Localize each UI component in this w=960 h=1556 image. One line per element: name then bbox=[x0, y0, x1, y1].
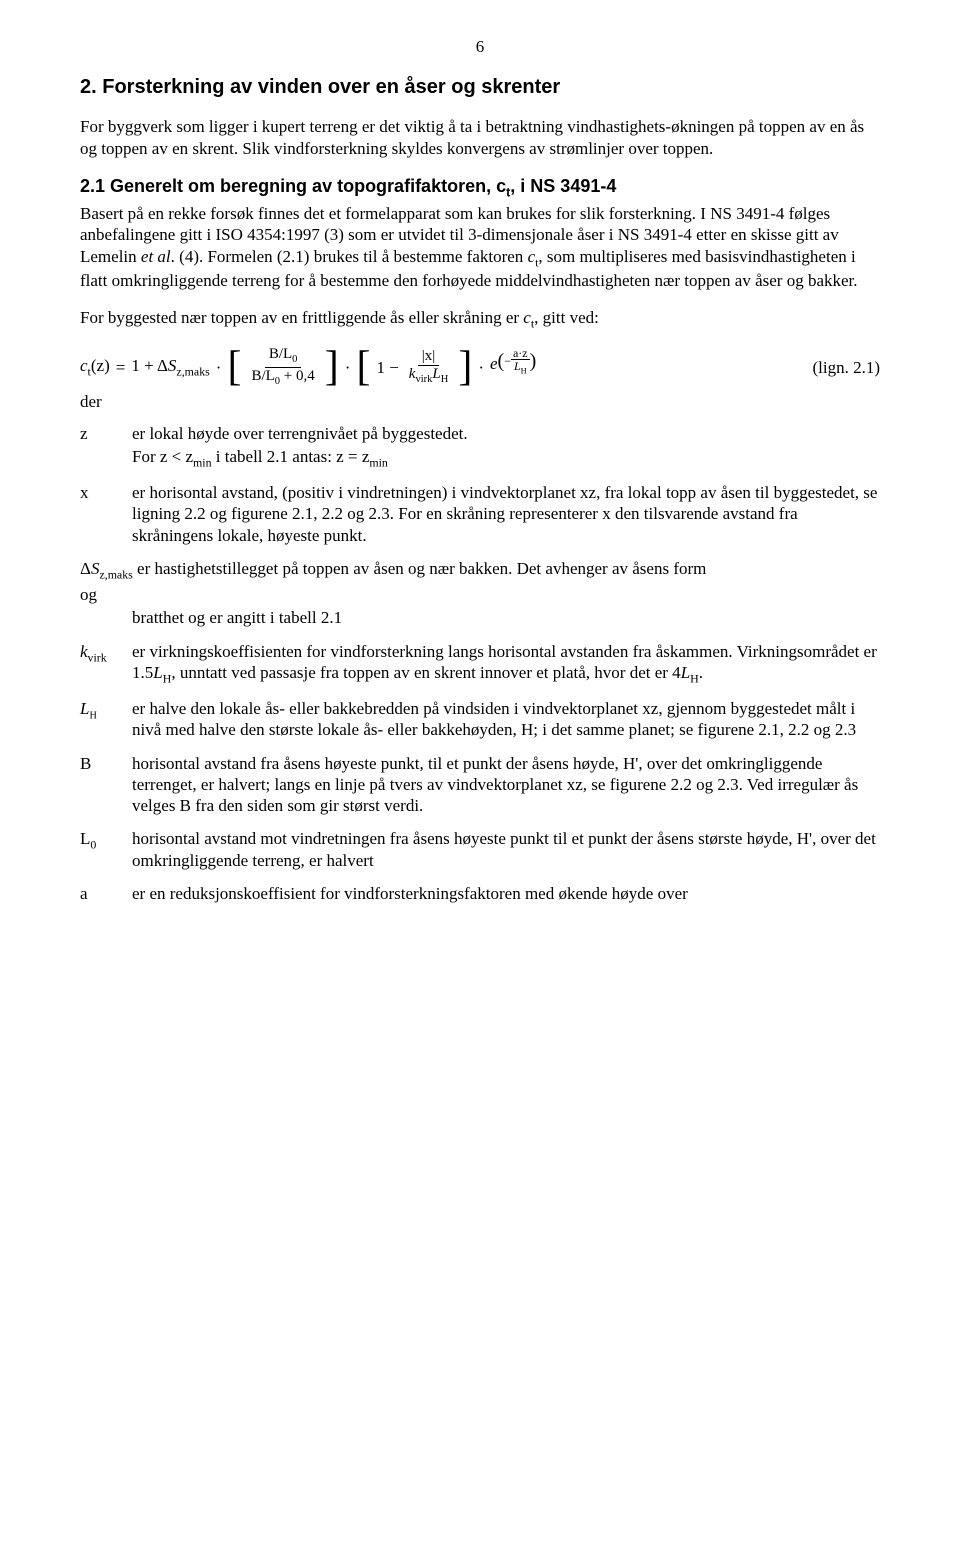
paper-page: 6 2. Forsterkning av vinden over en åser… bbox=[0, 0, 960, 1556]
p2-ct: c bbox=[528, 247, 536, 266]
p3-ct: c bbox=[523, 308, 531, 327]
eq-frac1-den-b: + 0,4 bbox=[284, 368, 315, 384]
eq-c: c bbox=[80, 356, 88, 375]
def-B-symbol: B bbox=[80, 753, 132, 774]
heading-2-1-suffix: , i NS 3491-4 bbox=[510, 176, 616, 196]
heading-section-2-1: 2.1 Generelt om beregning av topografifa… bbox=[80, 175, 880, 201]
equation-2-1-label: (lign. 2.1) bbox=[792, 357, 880, 378]
eq-exp-L: L bbox=[514, 359, 521, 373]
section-2-1-paragraph-1: Basert på en rekke forsøk finnes det et … bbox=[80, 203, 880, 291]
page-number: 6 bbox=[80, 36, 880, 57]
p2-etal: et al bbox=[141, 247, 171, 266]
def-B-text: horisontal avstand fra åsens høyeste pun… bbox=[132, 753, 880, 817]
intro-paragraph: For byggverk som ligger i kupert terreng… bbox=[80, 116, 880, 159]
def-ds-og: og bbox=[80, 584, 880, 605]
def-kvirk-b: , unntatt ved passasje fra toppen av en … bbox=[171, 663, 680, 682]
def-ds-line1: er hastighetstillegget på toppen av åsen… bbox=[133, 559, 707, 578]
def-kvirk-L2: L bbox=[681, 663, 690, 682]
eq-rbracket1: ] bbox=[325, 353, 339, 382]
def-z-l2b: i tabell 2.1 antas: z = z bbox=[212, 447, 370, 466]
eq-frac1-den-sub: 0 bbox=[275, 376, 280, 387]
eq-exp-lparen: ( bbox=[498, 354, 505, 368]
eq-frac1-num-sub: 0 bbox=[292, 354, 297, 365]
def-kvirk-sub: virk bbox=[88, 650, 107, 664]
def-L0-sub: 0 bbox=[90, 838, 96, 852]
eq-one-plus: 1 + Δ bbox=[131, 356, 168, 375]
eq-eqsign: = bbox=[116, 357, 126, 378]
def-L0-symbol: L0 bbox=[80, 828, 132, 852]
eq-exp-minus: − bbox=[504, 354, 511, 369]
eq-z: (z) bbox=[91, 356, 110, 375]
eq-lbracket2: [ bbox=[356, 353, 370, 382]
section-2-1-paragraph-2: For byggested nær toppen av en frittligg… bbox=[80, 307, 880, 331]
def-LH-text: er halve den lokale ås- eller bakkebredd… bbox=[132, 698, 880, 741]
p3-a: For byggested nær toppen av en frittligg… bbox=[80, 308, 523, 327]
def-L0-L: L bbox=[80, 829, 90, 848]
eq-frac2-virk: virk bbox=[415, 374, 432, 385]
eq-frac2-num: |x| bbox=[418, 349, 440, 366]
eq-lbracket1: [ bbox=[227, 353, 241, 382]
eq-exp: e ( − a·z LH ) bbox=[490, 353, 536, 382]
def-kvirk-text: er virkningskoeffisienten for vindforste… bbox=[132, 641, 880, 687]
def-LH-sub: H bbox=[89, 711, 96, 722]
def-delta-s-block: ΔSz,maks er hastighetstillegget på toppe… bbox=[80, 558, 880, 629]
def-x-symbol: x bbox=[80, 482, 132, 503]
eq-dot1: · bbox=[216, 357, 222, 378]
def-LH-symbol: LH bbox=[80, 698, 132, 723]
def-kvirk-k: k bbox=[80, 642, 88, 661]
def-kvirk-symbol: kvirk bbox=[80, 641, 132, 665]
heading-2-1-prefix: 2.1 Generelt om beregning av topografifa… bbox=[80, 176, 506, 196]
def-x: x er horisontal avstand, (positiv i vind… bbox=[80, 482, 880, 546]
eq-frac2: |x| kvirkLH bbox=[405, 349, 453, 386]
eq-frac1-num: B/L bbox=[269, 346, 292, 362]
eq-dot2: · bbox=[345, 357, 351, 378]
eq-zmaks: z,maks bbox=[176, 365, 209, 379]
eq-frac2-L: L bbox=[432, 366, 440, 382]
equation-2-1-row: ct(z) = 1 + ΔSz,maks · [ B/L0 B/L0 + 0,4… bbox=[80, 347, 880, 387]
def-z-line2: For z < zmin i tabell 2.1 antas: z = zmi… bbox=[132, 446, 880, 470]
eq-exp-H: H bbox=[521, 366, 527, 375]
eq-exp-rparen: ) bbox=[530, 354, 537, 368]
eq-frac1-den-a: B/L bbox=[251, 368, 274, 384]
def-LH: LH er halve den lokale ås- eller bakkebr… bbox=[80, 698, 880, 741]
def-kvirk-c: . bbox=[699, 663, 703, 682]
eq-rbracket2: ] bbox=[458, 353, 472, 382]
eq-frac2-H: H bbox=[441, 374, 449, 385]
eq-one-minus: 1 − bbox=[376, 357, 398, 378]
p3-b: , gitt ved: bbox=[534, 308, 599, 327]
eq-dot3: · bbox=[478, 357, 484, 378]
def-z-symbol: z bbox=[80, 423, 132, 444]
def-ds-sym-delta: Δ bbox=[80, 559, 91, 578]
eq-e: e bbox=[490, 353, 498, 374]
def-ds-sym-sub: z,maks bbox=[99, 567, 132, 581]
der-label: der bbox=[80, 391, 880, 412]
def-kvirk: kvirk er virkningskoeffisienten for vind… bbox=[80, 641, 880, 687]
def-z-min2: min bbox=[369, 455, 388, 469]
def-a: a er en reduksjonskoeffisient for vindfo… bbox=[80, 883, 880, 904]
p2-c: . (4). Formelen (2.1) brukes til å beste… bbox=[171, 247, 528, 266]
equation-2-1: ct(z) = 1 + ΔSz,maks · [ B/L0 B/L0 + 0,4… bbox=[80, 347, 792, 387]
def-z-l2a: For z < z bbox=[132, 447, 193, 466]
def-z-line1: er lokal høyde over terrengnivået på byg… bbox=[132, 423, 880, 444]
def-x-text: er horisontal avstand, (positiv i vindre… bbox=[132, 482, 880, 546]
def-z-min1: min bbox=[193, 455, 212, 469]
def-z: z er lokal høyde over terrengnivået på b… bbox=[80, 423, 880, 471]
def-kvirk-L1: L bbox=[153, 663, 162, 682]
def-kvirk-H2: H bbox=[690, 671, 699, 685]
def-ds-line2: bratthet og er angitt i tabell 2.1 bbox=[80, 607, 880, 628]
def-B: B horisontal avstand fra åsens høyeste p… bbox=[80, 753, 880, 817]
def-a-symbol: a bbox=[80, 883, 132, 904]
def-L0-text: horisontal avstand mot vindretningen fra… bbox=[132, 828, 880, 871]
def-L0: L0 horisontal avstand mot vindretningen … bbox=[80, 828, 880, 871]
def-a-text: er en reduksjonskoeffisient for vindfors… bbox=[132, 883, 880, 904]
heading-section-2: 2. Forsterkning av vinden over en åser o… bbox=[80, 75, 880, 100]
eq-frac1: B/L0 B/L0 + 0,4 bbox=[247, 347, 318, 387]
